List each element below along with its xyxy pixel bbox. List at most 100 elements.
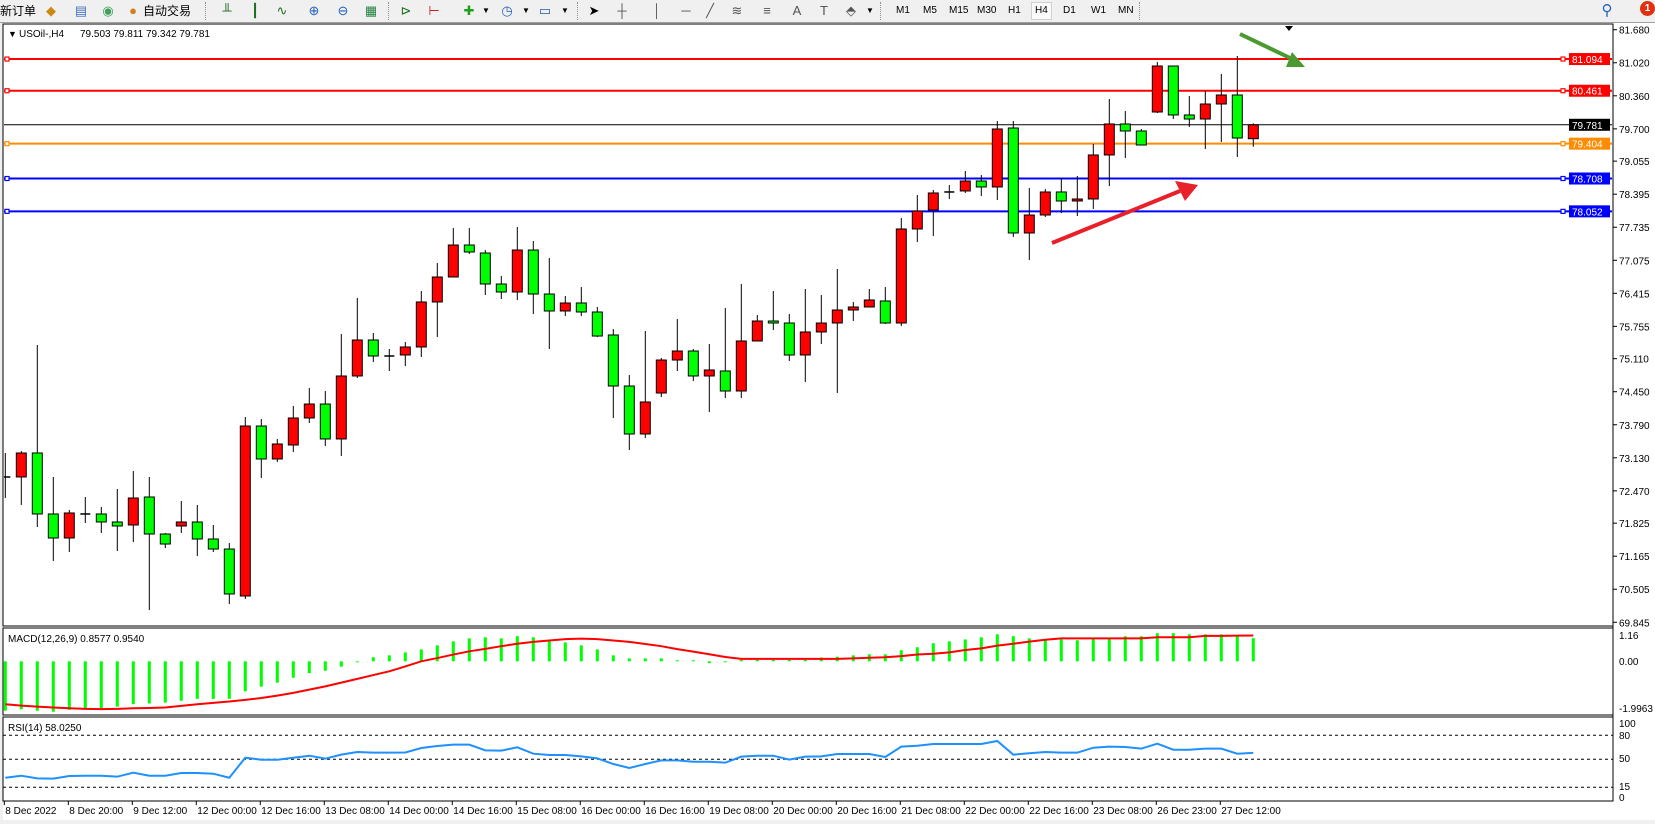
candle[interactable]: [719, 307, 731, 399]
candle[interactable]: [527, 240, 539, 314]
candle[interactable]: [191, 504, 203, 556]
candle[interactable]: [479, 250, 491, 296]
candle[interactable]: [415, 291, 427, 358]
candle[interactable]: [895, 218, 907, 327]
candle[interactable]: [911, 194, 923, 242]
timeframe-h4[interactable]: H4: [1031, 2, 1052, 20]
line-handle[interactable]: [1560, 141, 1566, 147]
notification-icon[interactable]: 1: [1640, 1, 1655, 16]
auto-trading-icon[interactable]: ●: [129, 3, 137, 18]
zoom-out-icon[interactable]: ⊖: [337, 3, 349, 18]
periods-dropdown-icon[interactable]: ▼: [522, 6, 530, 15]
book-icon[interactable]: ◆: [46, 3, 56, 18]
candle[interactable]: [559, 296, 571, 317]
candlestick-icon[interactable]: ┃: [251, 3, 259, 18]
candle[interactable]: [207, 524, 219, 553]
price-chart[interactable]: 81.094 80.461 79.781 79.404 78.708 78.052 ▼ USO…: [0, 23, 1614, 627]
candle[interactable]: [671, 319, 683, 372]
timeframe-d1[interactable]: D1: [1063, 5, 1076, 16]
candle[interactable]: [495, 275, 507, 300]
vertical-line-icon[interactable]: │: [652, 3, 662, 18]
candle[interactable]: [63, 509, 75, 553]
candle[interactable]: [463, 227, 475, 255]
trendline-icon[interactable]: ╱: [706, 3, 714, 18]
templates-icon[interactable]: ▭: [538, 3, 552, 18]
candle[interactable]: [1135, 128, 1147, 146]
line-handle[interactable]: [4, 141, 10, 147]
candle[interactable]: [944, 185, 955, 199]
candle[interactable]: [143, 476, 155, 611]
candle[interactable]: [1103, 98, 1115, 187]
candle[interactable]: [1231, 55, 1243, 157]
text-label-icon[interactable]: T: [820, 3, 828, 18]
line-handle[interactable]: [4, 175, 10, 182]
chart-shift-icon[interactable]: ⊢: [428, 3, 440, 18]
candle[interactable]: [287, 405, 299, 452]
candle[interactable]: [127, 471, 139, 543]
candle[interactable]: [319, 391, 331, 446]
candle[interactable]: [783, 313, 795, 362]
collapse-icon[interactable]: ▼: [8, 29, 17, 39]
candle[interactable]: [1071, 176, 1083, 217]
candle[interactable]: [815, 295, 827, 344]
new-order-button[interactable]: 新订单: [0, 4, 37, 18]
candle[interactable]: [1055, 178, 1067, 214]
candle[interactable]: [511, 226, 523, 301]
timeframe-m5[interactable]: M5: [923, 5, 937, 16]
candle[interactable]: [639, 331, 651, 438]
line-handle[interactable]: [1560, 88, 1566, 94]
candle[interactable]: [1119, 111, 1131, 158]
line-handle[interactable]: [1560, 56, 1566, 62]
zoom-in-icon[interactable]: ⊕: [308, 3, 320, 18]
chart-window[interactable]: 81.094 80.461 79.781 79.404 78.708 78.052 ▼ USO…: [0, 23, 1655, 824]
line-chart-icon[interactable]: ∿: [276, 3, 288, 18]
candle[interactable]: [735, 284, 747, 399]
indicators-icon[interactable]: ✚: [463, 3, 475, 18]
candle[interactable]: [831, 268, 843, 394]
line-handle[interactable]: [1560, 208, 1566, 214]
candle[interactable]: [1215, 74, 1227, 143]
chart-shift-marker-icon[interactable]: [1285, 26, 1293, 31]
candle[interactable]: [1039, 188, 1051, 218]
timeframe-w1[interactable]: W1: [1091, 5, 1106, 16]
auto-trading-button[interactable]: 自动交易: [143, 4, 192, 18]
candle[interactable]: [0, 452, 11, 499]
candle[interactable]: [543, 258, 555, 349]
candle[interactable]: [975, 175, 987, 196]
candle[interactable]: [1023, 187, 1035, 261]
candle[interactable]: [607, 329, 619, 418]
timeframe-h1[interactable]: H1: [1008, 5, 1021, 16]
candle[interactable]: [303, 388, 315, 423]
candle[interactable]: [431, 262, 443, 337]
candle[interactable]: [175, 501, 187, 534]
candle[interactable]: [879, 287, 891, 325]
search-icon[interactable]: ⚲: [1601, 2, 1613, 19]
candle[interactable]: [335, 334, 347, 456]
crosshair-icon[interactable]: ┼: [617, 3, 627, 18]
candle[interactable]: [927, 189, 939, 236]
candle[interactable]: [351, 297, 363, 378]
line-handle[interactable]: [1560, 175, 1566, 182]
arrows-icon[interactable]: ⬘: [846, 3, 856, 18]
arrows-dropdown-icon[interactable]: ▼: [866, 6, 874, 15]
candle[interactable]: [863, 289, 875, 308]
candle[interactable]: [687, 348, 699, 381]
fibonacci-icon[interactable]: ≋: [731, 3, 743, 18]
bar-chart-icon[interactable]: ╨: [222, 3, 232, 18]
candle[interactable]: [111, 488, 123, 552]
candle[interactable]: [31, 344, 43, 527]
candle[interactable]: [47, 476, 59, 561]
candle[interactable]: [1199, 90, 1211, 150]
candle[interactable]: [575, 287, 587, 317]
periods-icon[interactable]: ◷: [501, 3, 513, 18]
timeframe-mn[interactable]: MN: [1118, 5, 1134, 16]
candle[interactable]: [1007, 120, 1019, 237]
candle[interactable]: [223, 543, 235, 605]
timeframe-m15[interactable]: M15: [949, 5, 969, 16]
line-handle[interactable]: [4, 56, 10, 62]
line-handle[interactable]: [4, 208, 10, 214]
cursor-icon[interactable]: ➤: [588, 3, 600, 18]
candle[interactable]: [15, 450, 27, 505]
candle[interactable]: [655, 358, 667, 398]
text-icon[interactable]: A: [792, 3, 802, 18]
